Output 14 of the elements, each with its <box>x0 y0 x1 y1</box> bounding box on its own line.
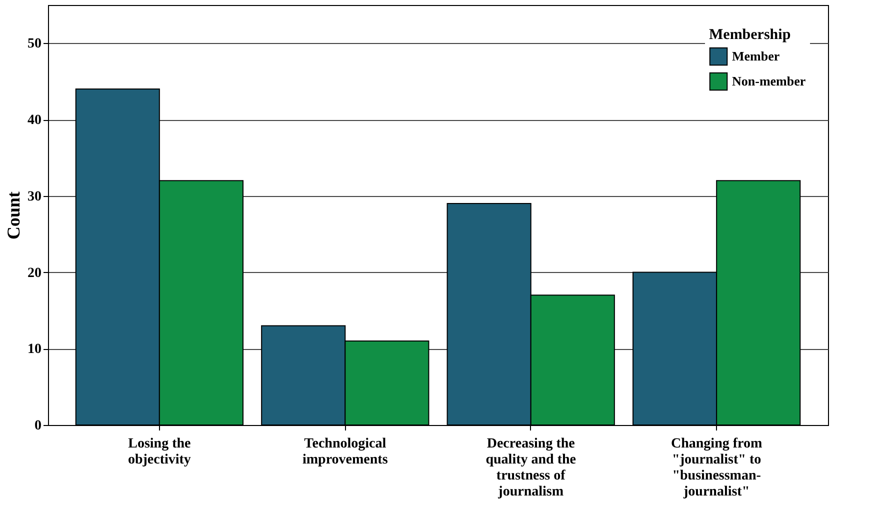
y-tick-label: 50 <box>28 36 42 52</box>
y-axis-title: Count <box>4 191 24 240</box>
x-tick-label: Losing the objectivity <box>128 436 191 468</box>
legend-title: Membership <box>709 27 791 43</box>
y-tick-label: 40 <box>28 113 42 128</box>
y-tick-label: 20 <box>28 266 42 281</box>
legend-label: Non-member <box>732 74 806 88</box>
y-tick-label: 0 <box>34 418 42 434</box>
x-tick-label: Technological improvements <box>302 436 388 468</box>
legend-label: Member <box>732 48 780 64</box>
x-tick-label: Decreasing the quality and the trustness of journalism <box>486 436 576 500</box>
y-tick-label: 10 <box>28 342 42 358</box>
y-tick-label: 30 <box>28 189 42 204</box>
x-tick-label: Changing from "journalist" to "businessman-journalist" <box>670 436 762 500</box>
